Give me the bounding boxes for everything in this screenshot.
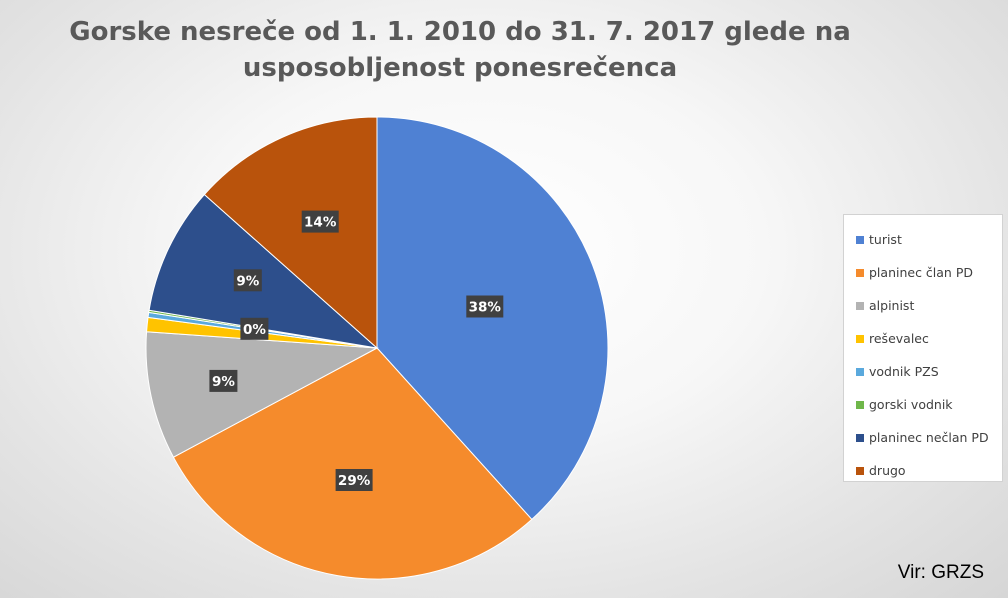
legend-item: vodnik PZS [856,355,1002,388]
data-label-text: 14% [304,215,337,231]
chart-title-line-2: usposobljenost ponesrečenca [242,53,678,83]
data-label: 9% [209,369,238,392]
pie-slice-planinec-član-pd [172,347,533,580]
legend-item: planinec član PD [856,256,1002,289]
data-label-text: 9% [236,273,259,289]
legend-item: alpinist [856,289,1002,322]
legend-label: reševalec [869,331,929,346]
data-label-text: 9% [212,374,235,390]
legend-label: vodnik PZS [869,364,939,379]
legend-item: reševalec [856,322,1002,355]
legend-label: alpinist [869,298,915,313]
legend-item: drugo [856,454,1002,487]
legend-label: planinec nečlan PD [869,430,989,445]
pie-slice-alpinist [145,331,379,458]
data-label-background [335,469,373,491]
legend-item: gorski vodnik [856,388,1002,421]
legend-label: gorski vodnik [869,397,953,412]
data-label-background [233,269,262,292]
legend: turist planinec član PD alpinist reševalec v… [843,214,1003,482]
data-label-background [240,317,269,340]
data-label: 29% [335,469,373,491]
data-label-text: 29% [338,473,371,489]
legend-item: planinec nečlan PD [856,421,1002,454]
legend-swatch [856,466,864,475]
pie-slice-turist [376,116,609,521]
legend-swatch [856,367,864,376]
data-label: 0% [240,317,269,340]
source-note: Vir: GRZS [897,562,984,583]
legend-swatch [856,301,864,310]
pie-slices [145,116,609,580]
legend-swatch [856,235,864,244]
legend-label: drugo [869,463,906,478]
legend-label: turist [869,232,902,247]
legend-item: turist [856,223,1002,256]
data-label-text: 38% [469,300,502,316]
pie-slice-drugo [203,116,378,350]
data-label: 14% [301,210,339,233]
legend-label: planinec član PD [869,265,973,280]
data-label-background [466,295,504,318]
legend-swatch [856,400,864,409]
data-label: 38% [466,295,504,318]
legend-swatch [856,268,864,277]
legend-swatch [856,334,864,343]
chart-title-line-1: Gorske nesreče od 1. 1. 2010 do 31. 7. 2… [69,17,851,47]
data-label: 9% [233,269,262,292]
pie-slice-planinec-nečlan-pd [148,193,379,349]
data-label-background [209,369,238,392]
chart-title: Gorske nesreče od 1. 1. 2010 do 31. 7. 2… [20,14,900,86]
pie-data-labels: 38% 29% 9% 0% 9% 14% [209,210,504,491]
data-label-text: 0% [243,322,266,338]
legend-swatch [856,433,864,442]
data-label-background [301,210,339,233]
